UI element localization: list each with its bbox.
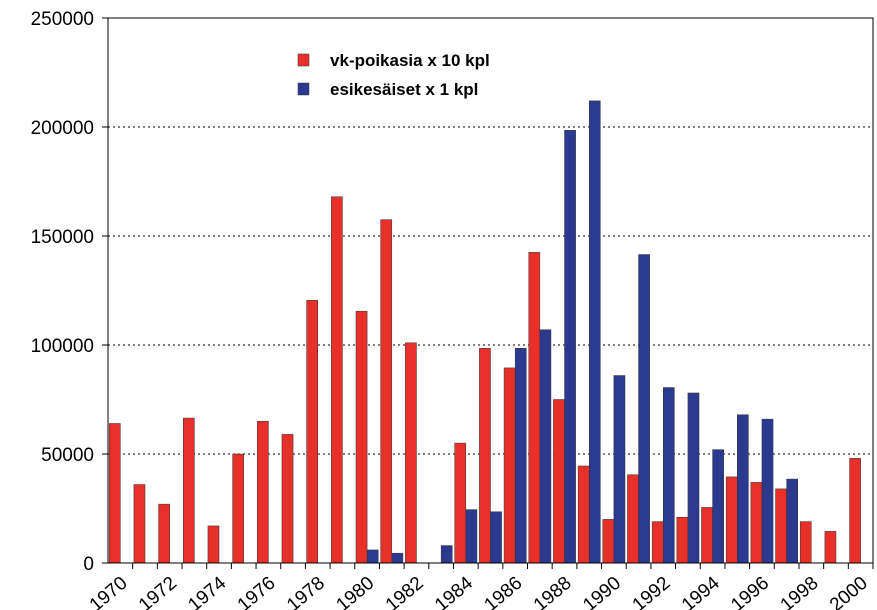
bar bbox=[528, 252, 541, 564]
bar bbox=[662, 387, 675, 564]
x-tick-label: 1986 bbox=[481, 573, 527, 610]
bar bbox=[799, 521, 812, 564]
x-tick-label: 2000 bbox=[826, 573, 872, 610]
x-tick-label: 1998 bbox=[777, 573, 823, 610]
bar bbox=[775, 488, 787, 564]
bar bbox=[539, 329, 552, 564]
legend-label: esikesäiset x 1 kpl bbox=[330, 80, 478, 99]
bar bbox=[824, 531, 837, 564]
bar bbox=[638, 254, 650, 564]
bar bbox=[737, 414, 749, 564]
x-tick-label: 1996 bbox=[727, 573, 773, 610]
bar bbox=[602, 519, 615, 564]
bar bbox=[553, 399, 565, 564]
bar bbox=[158, 503, 170, 564]
bar bbox=[405, 342, 417, 564]
x-tick-label: 1994 bbox=[678, 572, 724, 610]
bar bbox=[687, 392, 700, 564]
bar bbox=[701, 507, 713, 564]
y-tick-label: 150000 bbox=[31, 227, 94, 248]
legend-label: vk-poikasia x 10 kpl bbox=[330, 51, 490, 70]
legend-swatch bbox=[297, 82, 310, 96]
bar bbox=[133, 484, 146, 564]
bar bbox=[355, 310, 368, 564]
bar bbox=[712, 449, 724, 564]
bar bbox=[849, 458, 861, 564]
y-tick-label: 0 bbox=[83, 554, 94, 575]
x-tick-label: 1978 bbox=[283, 573, 329, 610]
bar bbox=[577, 465, 590, 564]
bar bbox=[479, 348, 491, 564]
bar bbox=[786, 478, 798, 564]
bar bbox=[380, 219, 393, 564]
x-tick-label: 1988 bbox=[530, 573, 576, 610]
x-tick-label: 1992 bbox=[629, 573, 675, 610]
x-tick-label: 1974 bbox=[184, 572, 230, 610]
bar bbox=[183, 417, 195, 564]
bar bbox=[761, 418, 774, 564]
bar bbox=[108, 423, 121, 564]
x-tick-label: 1982 bbox=[382, 573, 428, 610]
y-tick-label: 100000 bbox=[31, 336, 94, 357]
bar bbox=[207, 525, 220, 564]
bar bbox=[391, 552, 404, 564]
legend-swatch bbox=[297, 53, 310, 67]
x-tick-label: 1980 bbox=[332, 573, 378, 610]
bar bbox=[676, 516, 689, 564]
bar bbox=[613, 375, 626, 564]
bar bbox=[564, 130, 576, 564]
legend: vk-poikasia x 10 kpl esikesäiset x 1 kpl bbox=[297, 51, 490, 99]
y-tick-label: 250000 bbox=[31, 9, 94, 30]
x-tick-label: 1990 bbox=[579, 573, 625, 610]
bar bbox=[750, 482, 763, 564]
x-tick-label: 1984 bbox=[431, 572, 477, 610]
bar bbox=[651, 521, 664, 564]
bar bbox=[366, 549, 379, 564]
bar bbox=[454, 442, 467, 564]
x-tick-label: 1970 bbox=[86, 573, 132, 610]
bar bbox=[440, 545, 453, 564]
plot-frame bbox=[107, 17, 874, 564]
bar bbox=[627, 474, 639, 564]
bar bbox=[503, 367, 516, 564]
y-tick-label: 200000 bbox=[31, 118, 94, 139]
bar bbox=[281, 434, 294, 564]
x-tick-label: 1976 bbox=[234, 573, 280, 610]
bar bbox=[232, 453, 244, 564]
bar bbox=[490, 511, 502, 564]
bar bbox=[588, 100, 601, 564]
bar bbox=[514, 348, 527, 564]
bar bbox=[331, 196, 343, 564]
x-tick-label: 1972 bbox=[135, 573, 181, 610]
y-tick-label: 50000 bbox=[41, 445, 94, 466]
bar bbox=[257, 421, 269, 564]
bar bbox=[465, 509, 478, 564]
bar bbox=[725, 476, 738, 564]
bar bbox=[306, 300, 319, 564]
